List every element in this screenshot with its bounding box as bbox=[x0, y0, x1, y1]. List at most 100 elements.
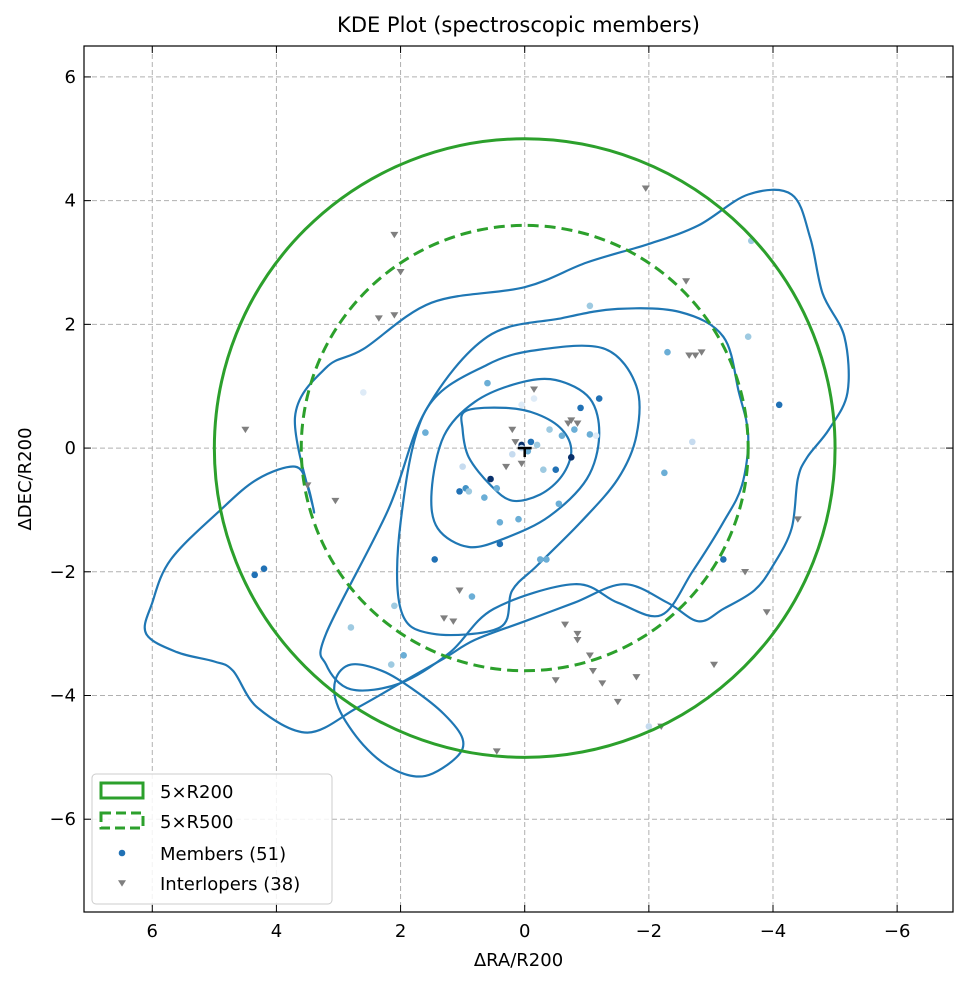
member-point bbox=[518, 401, 525, 409]
interloper-point bbox=[682, 278, 691, 285]
y-tick-label: 4 bbox=[65, 191, 76, 212]
member-point bbox=[540, 466, 547, 474]
interloper-point bbox=[573, 637, 582, 644]
kde-contour-5 bbox=[143, 188, 850, 734]
member-point bbox=[496, 519, 504, 526]
x-tick-label: −4 bbox=[760, 921, 787, 942]
y-tick-label: −2 bbox=[49, 562, 76, 583]
member-point bbox=[493, 484, 501, 492]
chart-title: KDE Plot (spectroscopic members) bbox=[337, 13, 700, 37]
member-point bbox=[586, 302, 594, 310]
member-point bbox=[527, 438, 535, 446]
member-point bbox=[347, 624, 355, 631]
member-point bbox=[546, 426, 553, 433]
interloper-point bbox=[741, 568, 750, 576]
interloper-point bbox=[588, 667, 597, 675]
kde-contour-4 bbox=[319, 307, 750, 692]
x-tick-label: −6 bbox=[884, 921, 911, 942]
member-point bbox=[533, 441, 541, 449]
member-point bbox=[720, 556, 727, 563]
y-tick-label: −6 bbox=[49, 809, 76, 830]
legend-swatch-r200 bbox=[99, 781, 145, 800]
x-tick-label: 0 bbox=[519, 921, 530, 942]
interloper-point bbox=[567, 417, 576, 424]
interloper-point bbox=[710, 661, 719, 669]
member-point bbox=[586, 431, 594, 438]
interloper-point bbox=[641, 185, 650, 192]
member-point bbox=[484, 379, 491, 387]
interloper-point bbox=[374, 315, 383, 322]
member-point bbox=[744, 333, 752, 341]
x-tick-label: 4 bbox=[271, 921, 282, 942]
legend-label: 5×R200 bbox=[160, 782, 233, 803]
plot-frame bbox=[83, 45, 954, 913]
r200-circle bbox=[212, 137, 837, 759]
legend-label: Interlopers (38) bbox=[160, 874, 300, 895]
plot-area bbox=[143, 137, 850, 778]
interloper-point bbox=[241, 426, 250, 434]
member-point bbox=[571, 426, 578, 433]
legend: 5×R200 5×R500 Members (51) Interlopers (38) bbox=[91, 773, 333, 905]
interloper-point bbox=[508, 426, 517, 434]
legend-box bbox=[91, 773, 333, 905]
x-axis-label: ΔRA/R200 bbox=[474, 950, 563, 971]
member-point bbox=[515, 515, 522, 523]
interloper-point bbox=[396, 268, 405, 276]
interloper-point bbox=[762, 609, 771, 616]
kde-contour-1 bbox=[460, 406, 573, 503]
member-point bbox=[567, 454, 575, 461]
member-point bbox=[689, 438, 696, 446]
interloper-point bbox=[793, 516, 802, 523]
member-point bbox=[524, 447, 532, 455]
member-point bbox=[536, 556, 544, 563]
member-point bbox=[543, 556, 550, 563]
member-point bbox=[360, 389, 367, 396]
legend-swatch-interlopers bbox=[118, 880, 126, 887]
member-point bbox=[775, 401, 783, 409]
interloper-point bbox=[585, 652, 594, 659]
member-point bbox=[595, 395, 603, 402]
interloper-point bbox=[455, 587, 464, 594]
interloper-point bbox=[697, 349, 706, 356]
kde-contour-6 bbox=[333, 663, 465, 778]
member-point bbox=[592, 432, 600, 440]
x-tick-label: 2 bbox=[395, 921, 406, 942]
interloper-point bbox=[331, 497, 340, 505]
member-point bbox=[555, 500, 563, 508]
interloper-point bbox=[598, 680, 607, 687]
legend-label: Members (51) bbox=[160, 844, 286, 865]
member-point bbox=[465, 488, 473, 495]
member-point bbox=[456, 488, 463, 495]
interloper-point bbox=[511, 439, 520, 446]
member-point bbox=[661, 469, 668, 477]
member-point bbox=[664, 348, 671, 356]
kde-contour-2 bbox=[430, 377, 601, 549]
interloper-point bbox=[632, 674, 641, 681]
member-point bbox=[251, 571, 258, 579]
legend-label: 5×R500 bbox=[160, 812, 233, 833]
interloper-point bbox=[390, 231, 399, 239]
interloper-point bbox=[390, 312, 399, 319]
interloper-point bbox=[517, 460, 526, 468]
kde-contour-3 bbox=[395, 344, 641, 637]
member-point bbox=[496, 540, 504, 548]
member-point bbox=[468, 593, 476, 600]
member-point bbox=[508, 450, 516, 458]
interloper-point bbox=[551, 677, 560, 684]
member-point bbox=[400, 651, 407, 659]
member-point bbox=[391, 602, 398, 610]
member-point bbox=[387, 661, 395, 668]
interloper-point bbox=[449, 618, 458, 625]
member-point bbox=[459, 463, 466, 470]
y-tick-label: −4 bbox=[49, 686, 76, 707]
interloper-point bbox=[573, 630, 582, 638]
y-tick-label: 0 bbox=[65, 438, 76, 459]
interloper-point bbox=[573, 420, 582, 427]
x-tick-label: 6 bbox=[147, 921, 158, 942]
interloper-point bbox=[564, 420, 573, 427]
interloper-point bbox=[685, 352, 694, 359]
member-point bbox=[260, 565, 268, 572]
legend-swatch-members bbox=[118, 849, 126, 857]
r500-circle bbox=[299, 223, 750, 673]
